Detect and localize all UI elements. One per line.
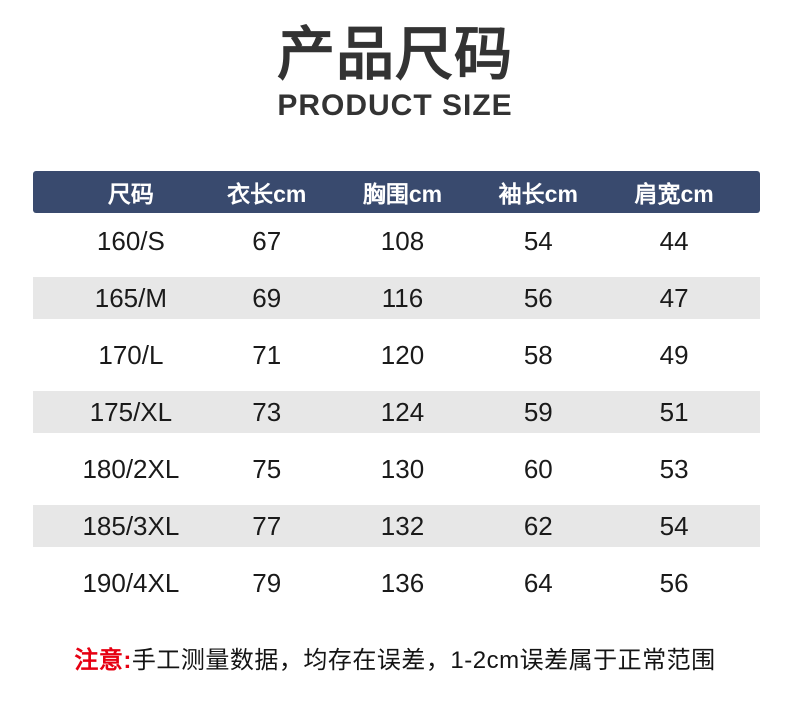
value-cell: 75: [252, 454, 282, 484]
page-subtitle: PRODUCT SIZE: [277, 89, 513, 122]
value-cell: 136: [380, 568, 425, 598]
value-cell: 47: [659, 283, 689, 313]
size-cell: 165/M: [94, 283, 168, 313]
value-cell: 71: [252, 340, 282, 370]
table-row: 180/2XL 75 130 60 53: [33, 441, 760, 498]
value-cell: 64: [523, 568, 553, 598]
value-cell: 79: [252, 568, 282, 598]
value-cell: 124: [380, 397, 425, 427]
table-row: 175/XL 73 124 59 51: [33, 384, 760, 441]
value-cell: 53: [659, 454, 689, 484]
note-warn-label: 注意:: [74, 647, 132, 674]
column-header-length: 衣长cm: [227, 181, 307, 207]
value-cell: 62: [523, 511, 553, 541]
size-cell: 170/L: [98, 340, 164, 370]
value-cell: 67: [252, 226, 282, 256]
value-cell: 116: [381, 283, 424, 313]
value-cell: 54: [523, 226, 553, 256]
size-cell: 180/2XL: [82, 454, 180, 484]
column-header-shoulder: 肩宽cm: [634, 181, 714, 207]
value-cell: 132: [380, 511, 425, 541]
table-row: 185/3XL 77 132 62 54: [33, 498, 760, 555]
column-header-bust: 胸围cm: [362, 181, 443, 207]
value-cell: 108: [380, 226, 425, 256]
page-title: 产品尺码: [276, 22, 513, 87]
column-header-sleeve: 袖长cm: [498, 181, 578, 207]
value-cell: 59: [523, 397, 553, 427]
size-chart-table: 尺码 衣长cm 胸围cm 袖长cm 肩宽cm 160/S 67 108 54 4…: [33, 171, 760, 612]
value-cell: 77: [252, 511, 282, 541]
value-cell: 44: [659, 226, 689, 256]
value-cell: 56: [659, 568, 689, 598]
table-row: 170/L 71 120 58 49: [33, 327, 760, 384]
value-cell: 56: [523, 283, 553, 313]
value-cell: 60: [523, 454, 553, 484]
measurement-note: 注意:手工测量数据，均存在误差，1-2cm误差属于正常范围: [0, 644, 790, 678]
value-cell: 130: [380, 454, 425, 484]
column-header-size: 尺码: [107, 181, 154, 207]
size-cell: 190/4XL: [82, 568, 180, 598]
size-cell: 160/S: [96, 226, 165, 256]
size-cell: 185/3XL: [82, 511, 180, 541]
table-row: 165/M 69 116 56 47: [33, 270, 760, 327]
value-cell: 51: [659, 397, 689, 427]
table-header-row: 尺码 衣长cm 胸围cm 袖长cm 肩宽cm: [33, 171, 760, 213]
note-text: 手工测量数据，均存在误差，1-2cm误差属于正常范围: [131, 647, 716, 674]
table-row: 160/S 67 108 54 44: [33, 213, 760, 270]
value-cell: 69: [252, 283, 282, 313]
value-cell: 58: [523, 340, 553, 370]
value-cell: 49: [659, 340, 689, 370]
size-cell: 175/XL: [89, 397, 173, 427]
value-cell: 54: [659, 511, 689, 541]
value-cell: 73: [252, 397, 282, 427]
table-row: 190/4XL 79 136 64 56: [33, 555, 760, 612]
value-cell: 120: [380, 340, 425, 370]
